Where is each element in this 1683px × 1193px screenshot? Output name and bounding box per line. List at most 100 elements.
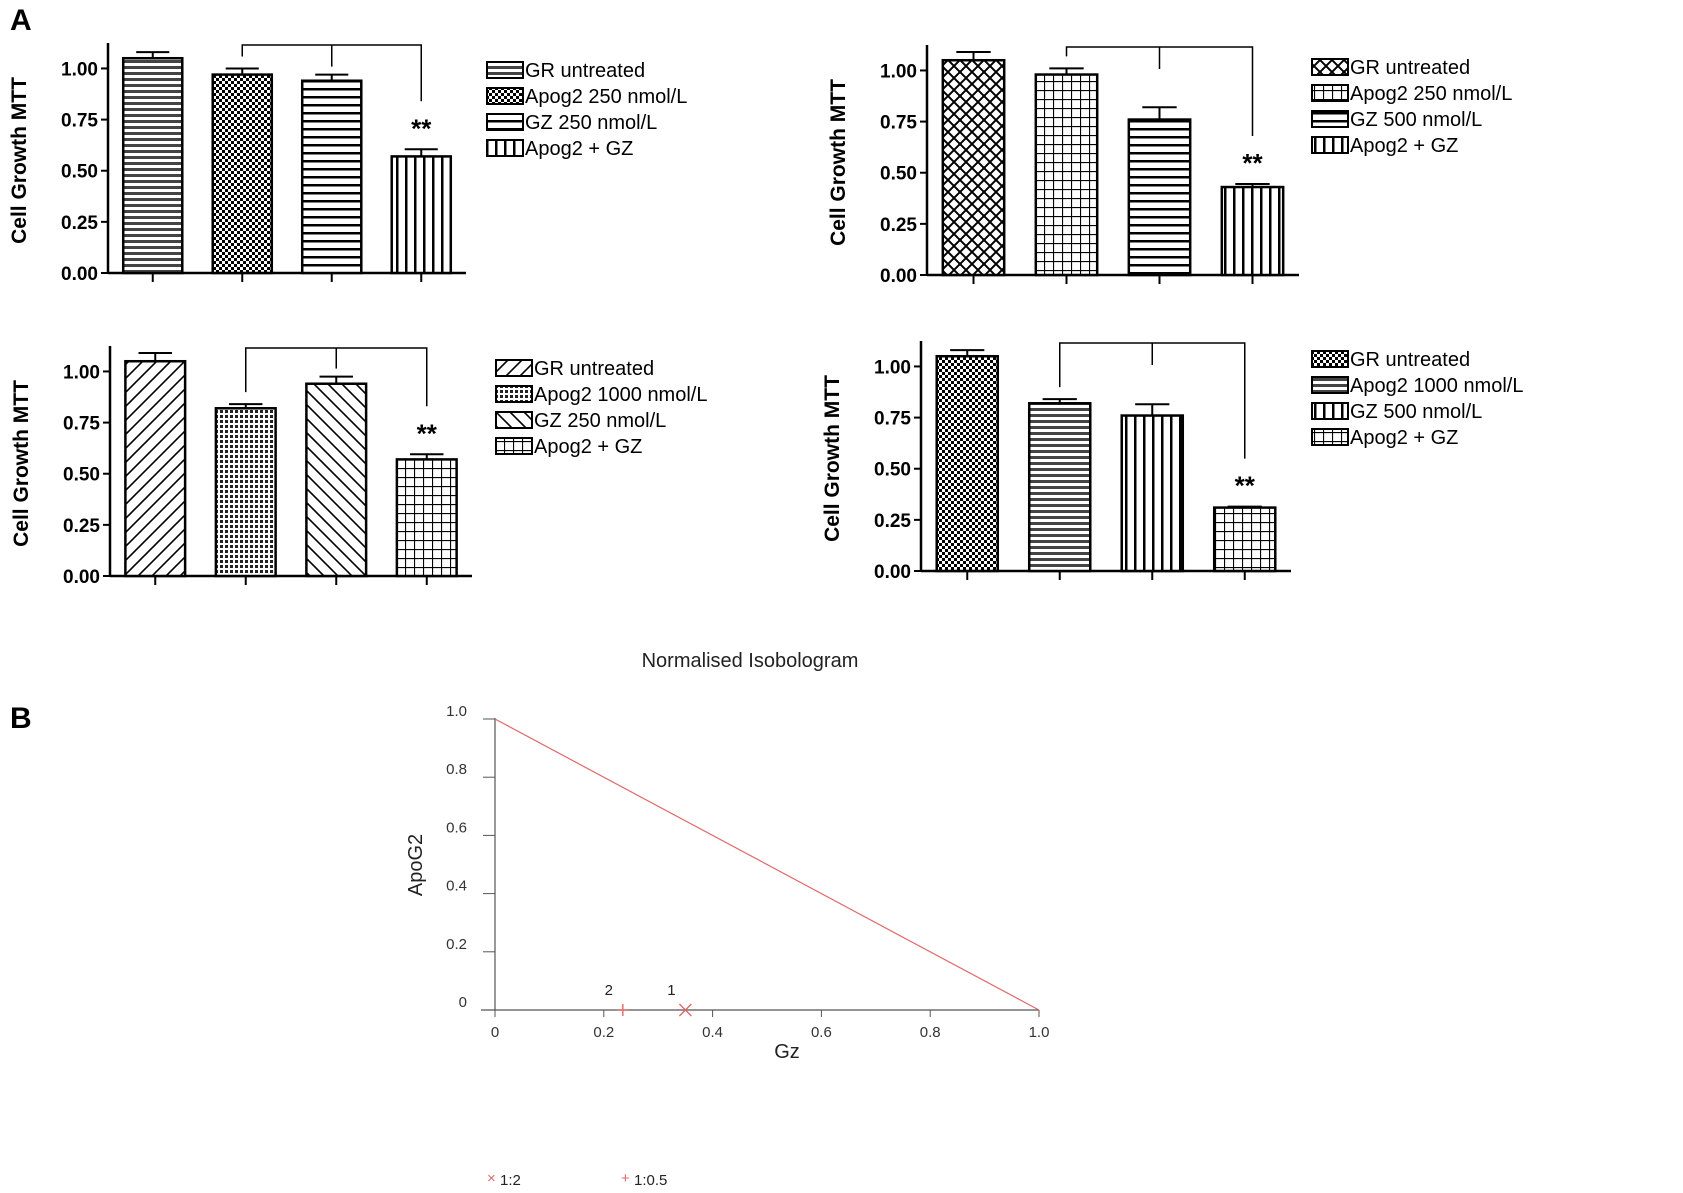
legend-swatch — [1311, 58, 1349, 76]
y-axis-label: Cell Growth MTT — [821, 375, 844, 542]
bar-3 — [300, 79, 363, 275]
legend-swatch — [495, 359, 533, 377]
legend-swatch — [1311, 402, 1349, 420]
iso-x-tick-label: 0.8 — [920, 1024, 941, 1041]
y-tick-label: 0.00 — [61, 264, 98, 285]
iso-x-tick-label: 1.0 — [1029, 1024, 1050, 1041]
legend-swatch — [1311, 376, 1349, 394]
legend-swatch — [1311, 350, 1349, 368]
y-tick-label: 0.50 — [874, 460, 911, 481]
y-axis-label: Cell Growth MTT — [827, 79, 850, 246]
data-point-x-marker — [678, 1003, 692, 1017]
data-point-label: 1 — [667, 982, 675, 999]
legend-swatch — [486, 61, 524, 79]
legend-label: Apog2 + GZ — [1350, 135, 1458, 157]
y-axis-label: Cell Growth MTT — [10, 380, 33, 547]
bar-1 — [935, 354, 1000, 573]
legend-label: GR untreated — [534, 358, 654, 380]
y-tick-label: 0.00 — [63, 567, 100, 588]
legend-label: Apog2 + GZ — [534, 436, 642, 458]
bar-3 — [305, 382, 368, 578]
bar-4 — [395, 458, 458, 578]
y-tick-label: 0.75 — [63, 414, 100, 435]
legend-label: GR untreated — [1350, 349, 1470, 371]
iso-y-tick-label: 0.2 — [446, 936, 467, 953]
legend-label: Apog2 1000 nmol/L — [1350, 375, 1523, 397]
iso-x-tick-label: 0.4 — [702, 1024, 723, 1041]
legend-swatch — [495, 411, 533, 429]
y-tick-label: 0.75 — [874, 409, 911, 430]
data-point-label: 2 — [605, 982, 613, 999]
legend-swatch — [1311, 136, 1349, 154]
legend-swatch — [495, 385, 533, 403]
legend-swatch — [1311, 110, 1349, 128]
significance-marker: ** — [417, 418, 438, 448]
bar-2 — [1034, 73, 1099, 277]
legend-label: GR untreated — [525, 60, 645, 82]
bar-2 — [214, 407, 277, 578]
iso-y-tick-label: 0.4 — [446, 878, 467, 895]
iso-y-tick-label: 0 — [459, 994, 467, 1011]
legend-label: Apog2 250 nmol/L — [1350, 83, 1512, 105]
legend-marker: × — [487, 1170, 496, 1187]
significance-marker: ** — [1242, 148, 1263, 178]
iso-x-tick-label: 0.6 — [811, 1024, 832, 1041]
y-tick-label: 0.50 — [880, 164, 917, 185]
y-tick-label: 0.75 — [61, 111, 98, 132]
y-tick-label: 0.00 — [880, 266, 917, 287]
y-tick-label: 0.25 — [874, 511, 911, 532]
legend-label: 1:0.5 — [634, 1172, 667, 1189]
bar-4 — [1212, 506, 1277, 573]
legend-marker: + — [621, 1170, 630, 1187]
legend-label: GZ 250 nmol/L — [534, 410, 666, 432]
isobologram-chart: Normalised Isobologram 0 0.2 0.4 0.6 0.8 1.0 0 0… — [405, 650, 1049, 1189]
y-tick-label: 1.00 — [63, 362, 100, 383]
legend-label: GR untreated — [1350, 57, 1470, 79]
bar-chart-2: 0.00 0.25 0.50 0.75 1.00 Cell Growth MTT ** GR … — [827, 45, 1512, 287]
legend-swatch — [1311, 84, 1349, 102]
data-point-plus-marker — [616, 1004, 629, 1016]
y-tick-label: 0.50 — [61, 162, 98, 183]
legend-swatch — [1311, 428, 1349, 446]
y-tick-label: 1.00 — [61, 59, 98, 80]
bar-4 — [390, 155, 453, 275]
bar-chart-4: 0.00 0.25 0.50 0.75 1.00 Cell Growth MTT ** GR … — [821, 341, 1523, 583]
significance-marker: ** — [411, 113, 432, 143]
legend-swatch — [486, 139, 524, 157]
isobologram-title: Normalised Isobologram — [642, 650, 859, 672]
iso-x-tick-label: 0 — [491, 1024, 499, 1041]
panel-a-label: A — [10, 4, 32, 37]
iso-x-tick-label: 0.2 — [593, 1024, 614, 1041]
legend-label: Apog2 + GZ — [525, 138, 633, 160]
y-tick-label: 0.50 — [63, 465, 100, 486]
y-tick-label: 0.25 — [63, 516, 100, 537]
bar-chart-3: 0.00 0.25 0.50 0.75 1.00 Cell Growth MTT ** GR … — [10, 346, 707, 588]
y-tick-label: 1.00 — [874, 357, 911, 378]
y-tick-label: 1.00 — [880, 61, 917, 82]
y-tick-label: 0.75 — [880, 113, 917, 134]
legend-label: GZ 250 nmol/L — [525, 112, 657, 134]
legend-label: Apog2 + GZ — [1350, 427, 1458, 449]
bar-1 — [941, 58, 1006, 277]
y-axis-label: Cell Growth MTT — [8, 77, 31, 244]
iso-x-axis-label: Gz — [774, 1041, 800, 1063]
bar-3 — [1127, 118, 1192, 277]
bar-2 — [211, 73, 274, 275]
legend-label: GZ 500 nmol/L — [1350, 401, 1482, 423]
additivity-line — [494, 718, 1040, 1011]
significance-marker: ** — [1235, 471, 1256, 501]
legend-swatch — [486, 87, 524, 105]
iso-y-tick-label: 0.6 — [446, 819, 467, 836]
bar-3 — [1120, 414, 1185, 573]
legend-swatch — [495, 437, 533, 455]
bar-chart-1: 0.00 0.25 0.50 0.75 1.00 Cell Growth MTT ** GR … — [8, 43, 687, 285]
iso-y-axis-label: ApoG2 — [405, 834, 427, 896]
bar-1 — [121, 56, 184, 275]
y-tick-label: 0.25 — [880, 215, 917, 236]
iso-y-tick-label: 1.0 — [446, 703, 467, 720]
legend-label: GZ 500 nmol/L — [1350, 109, 1482, 131]
bar-2 — [1027, 402, 1092, 573]
y-tick-label: 0.25 — [61, 213, 98, 234]
legend-swatch — [486, 113, 524, 131]
